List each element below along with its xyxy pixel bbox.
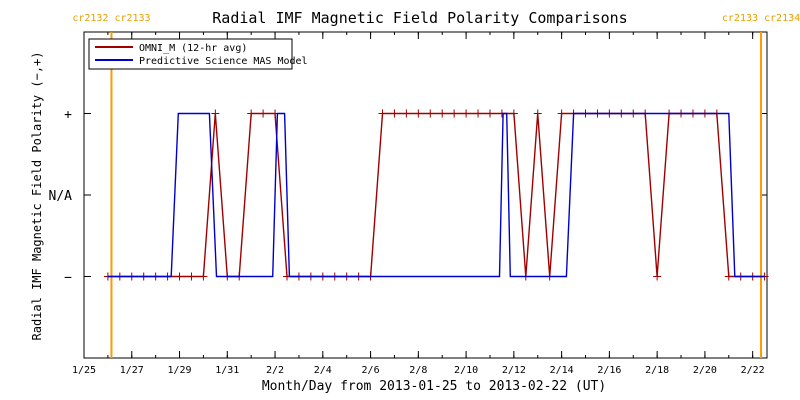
y-axis-label: Radial IMF Magnetic Field Polarity (−,+) [30,52,44,341]
legend-box [88,38,293,70]
omni-data-point [259,109,268,118]
legend-label: OMNI_M (12-hr avg) [139,43,247,54]
legend-label: Predictive Science MAS Model [139,56,308,67]
carrington-labels: cr2132 cr2133 cr2133 cr2134 [72,13,800,24]
omni-data-point [450,109,459,118]
legend: OMNI_M (12-hr avg) Predictive Science MAS… [88,38,308,70]
carrington-right-label: cr2134 [764,13,800,24]
omni-data-point [509,109,518,118]
omni-data-point [557,109,566,118]
carrington-left-label: cr2133 [722,13,758,24]
carrington-left-label: cr2132 [72,13,108,24]
y-axis: + N/A − [49,108,767,286]
omni-data-point [474,109,483,118]
x-tick-label: 2/22 [741,365,765,376]
x-tick-label: 2/14 [550,365,574,376]
omni-data-point [414,109,423,118]
omni-data-point [199,272,208,281]
omni-data-point [533,109,542,118]
x-tick-label: 2/8 [409,365,427,376]
x-tick-label: 2/4 [314,365,332,376]
omni-data-point [247,109,256,118]
x-tick-label: 1/31 [215,365,239,376]
x-tick-label: 2/10 [454,365,478,376]
carrington-rotation-lines [110,32,763,358]
x-tick-label: 2/12 [502,365,526,376]
omni-data-point [653,272,662,281]
carrington-right-label: cr2133 [114,13,150,24]
chart-title: Radial IMF Magnetic Field Polarity Compa… [212,9,627,27]
x-tick-label: 2/16 [597,365,621,376]
omni-data-point [211,109,220,118]
x-tick-label: 2/6 [362,365,380,376]
omni-data-point [187,272,196,281]
x-axis: 1/25 1/27 1/29 1/31 2/2 2/4 2/6 2/8 2/10 2/12 2/14… [72,32,765,376]
omni-data-point [724,272,733,281]
y-tick-label: N/A [49,189,73,204]
x-tick-label: 2/20 [693,365,717,376]
omni-data-point [390,109,399,118]
omni-data-point [462,109,471,118]
x-tick-label: 1/25 [72,365,96,376]
x-tick-label: 1/27 [120,365,144,376]
y-tick-label: + [64,108,72,123]
omni-data-point [426,109,435,118]
x-axis-label: Month/Day from 2013-01-25 to 2013-02-22 … [262,379,606,394]
series-line-mas [107,112,765,278]
x-tick-label: 2/2 [266,365,284,376]
series-line-omni [107,112,765,278]
omni-data-point [175,272,184,281]
omni-data-point [402,109,411,118]
y-tick-label: − [64,271,72,286]
x-tick-label: 2/18 [645,365,669,376]
omni-data-point [438,109,447,118]
series-layer [103,109,769,281]
x-tick-label: 1/29 [167,365,191,376]
omni-data-point [378,109,387,118]
omni-data-point [485,109,494,118]
plot-frame [83,31,768,359]
